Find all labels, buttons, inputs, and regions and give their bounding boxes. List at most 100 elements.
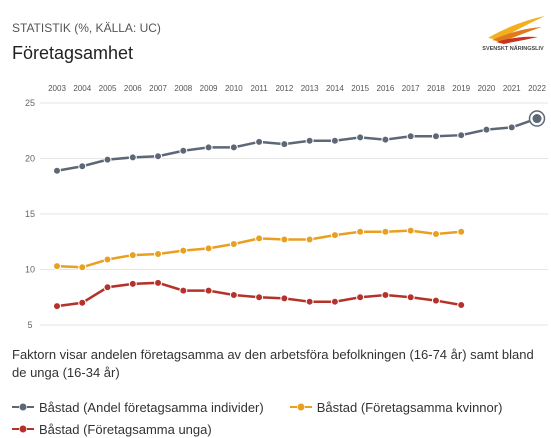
point xyxy=(431,296,440,305)
point xyxy=(229,143,238,152)
point xyxy=(280,235,289,244)
point xyxy=(179,246,188,255)
x-tick-label: 2012 xyxy=(275,84,293,93)
point xyxy=(78,298,87,307)
point xyxy=(280,140,289,149)
point xyxy=(457,227,466,236)
point xyxy=(154,249,163,258)
point xyxy=(103,155,112,164)
point xyxy=(457,131,466,140)
logo-wing xyxy=(496,36,538,44)
point xyxy=(255,293,264,302)
point xyxy=(330,231,339,240)
point xyxy=(381,291,390,300)
x-tick-label: 2003 xyxy=(48,84,66,93)
point xyxy=(229,291,238,300)
series-line xyxy=(56,117,538,172)
x-tick-label: 2014 xyxy=(326,84,344,93)
legend-dot xyxy=(19,425,27,433)
point xyxy=(179,286,188,295)
x-tick-label: 2005 xyxy=(99,84,117,93)
description: Faktorn visar andelen företagsamma av de… xyxy=(12,347,534,380)
x-tick-label: 2009 xyxy=(200,84,218,93)
point xyxy=(103,283,112,292)
legend-icon xyxy=(12,425,34,433)
legend-icon xyxy=(12,403,34,411)
point xyxy=(330,297,339,306)
y-tick-label: 15 xyxy=(25,209,35,219)
legend-label: Båstad (Andel företagsamma individer) xyxy=(39,399,264,415)
chart-title: Företagsamhet xyxy=(12,43,133,63)
legend-item: Båstad (Andel företagsamma individer) xyxy=(12,398,264,416)
legend-icon xyxy=(289,403,312,411)
point xyxy=(381,227,390,236)
point xyxy=(406,132,415,141)
point xyxy=(229,239,238,248)
logo-wing xyxy=(492,27,542,42)
point xyxy=(356,133,365,142)
point xyxy=(78,263,87,272)
x-tick-label: 2006 xyxy=(124,84,142,93)
point xyxy=(53,166,61,175)
point xyxy=(128,153,137,162)
point xyxy=(406,226,415,235)
point xyxy=(128,279,137,288)
y-tick-label: 25 xyxy=(25,98,35,108)
point xyxy=(179,146,188,155)
point xyxy=(53,302,61,311)
x-tick-label: 2015 xyxy=(351,84,369,93)
x-tick-label: 2007 xyxy=(149,84,167,93)
point xyxy=(431,132,440,141)
point xyxy=(53,262,61,271)
point xyxy=(204,244,213,253)
x-tick-label: 2022 xyxy=(528,84,546,93)
point xyxy=(532,114,542,124)
x-tick-label: 2020 xyxy=(478,84,496,93)
x-tick-label: 2011 xyxy=(251,84,269,93)
point xyxy=(330,136,339,145)
x-tick-label: 2017 xyxy=(402,84,420,93)
point xyxy=(482,125,491,134)
legend-label: Båstad (Företagsamma kvinnor) xyxy=(316,399,503,415)
point xyxy=(305,136,314,145)
point xyxy=(431,229,440,238)
legend-label: Båstad (Företagsamma unga) xyxy=(39,421,212,437)
x-tick-label: 2016 xyxy=(377,84,395,93)
logo-text: SVENSKT NÄRINGSLIV xyxy=(482,45,544,52)
point xyxy=(381,135,390,144)
point xyxy=(457,301,466,310)
logo: SVENSKT NÄRINGSLIV xyxy=(482,16,545,52)
point xyxy=(406,293,415,302)
point xyxy=(356,293,365,302)
point xyxy=(255,234,264,243)
point xyxy=(305,297,314,306)
point xyxy=(204,286,213,295)
x-tick-label: 2008 xyxy=(174,84,192,93)
x-tick-label: 2004 xyxy=(73,84,91,93)
point xyxy=(305,235,314,244)
x-tick-label: 2018 xyxy=(427,84,445,93)
legend-item: Båstad (Företagsamma unga) xyxy=(12,420,212,438)
point xyxy=(356,227,365,236)
legend: Båstad (Andel företagsamma individer) Bås… xyxy=(12,398,547,438)
x-tick-label: 2013 xyxy=(301,84,319,93)
point xyxy=(204,143,213,152)
point xyxy=(154,278,163,287)
legend-dot xyxy=(19,403,27,411)
point xyxy=(154,152,163,161)
point xyxy=(103,255,112,264)
chart: STATISTIK (%, KÄLLA: UC) Företagsamhet S… xyxy=(12,16,548,330)
point xyxy=(507,123,516,132)
x-tick-label: 2010 xyxy=(225,84,243,93)
y-tick-label: 5 xyxy=(27,320,32,330)
x-tick-label: 2021 xyxy=(503,84,521,93)
point xyxy=(78,162,87,171)
point xyxy=(255,137,264,146)
logo-wing xyxy=(488,16,545,40)
point xyxy=(280,294,289,303)
source: STATISTIK (%, KÄLLA: UC) xyxy=(12,21,161,35)
legend-dot xyxy=(297,403,305,411)
x-tick-label: 2019 xyxy=(452,84,470,93)
y-tick-label: 10 xyxy=(25,265,35,275)
